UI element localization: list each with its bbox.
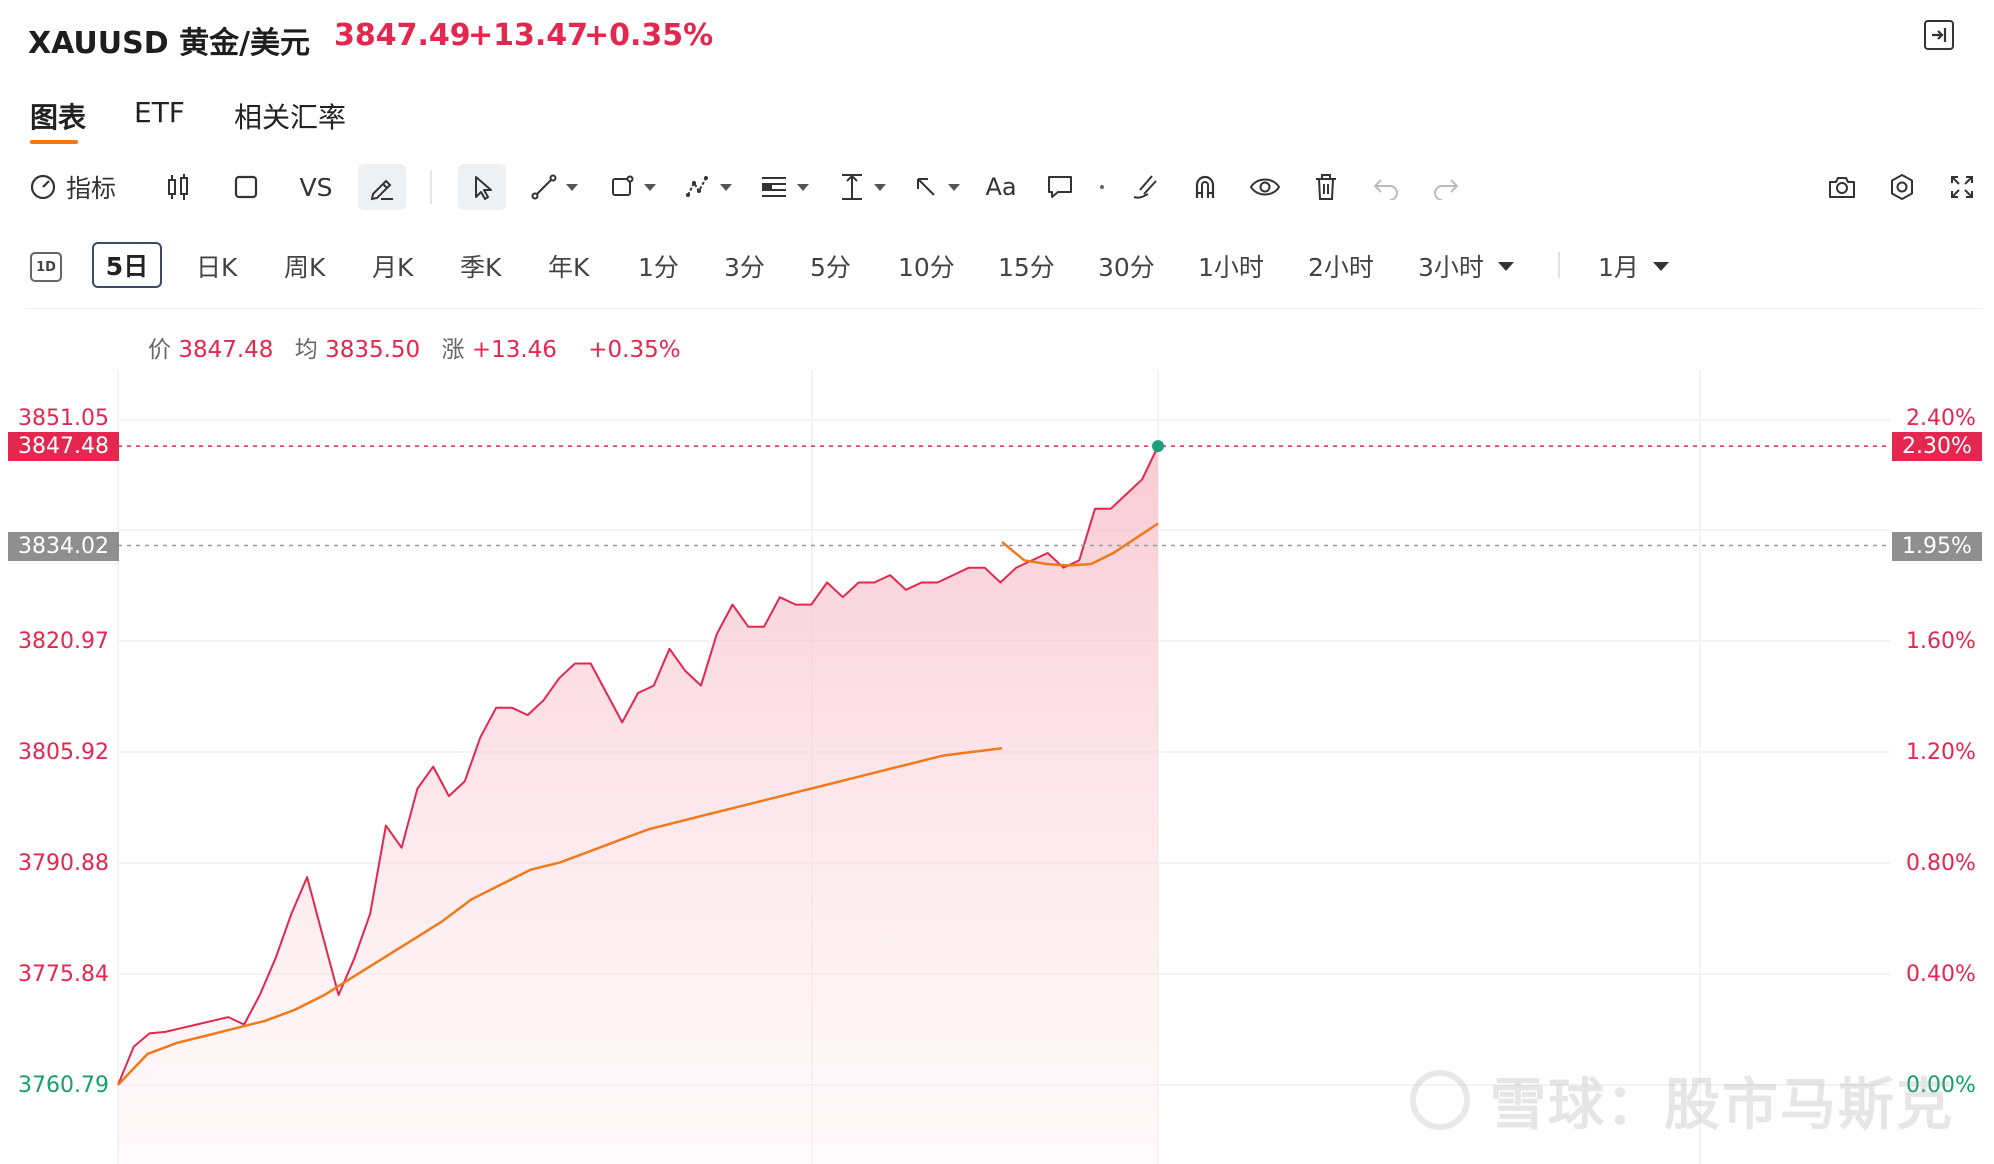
y-tick-right: 1.20% <box>1906 740 1976 765</box>
undo-icon[interactable] <box>1366 164 1406 210</box>
camera-icon[interactable] <box>1822 164 1862 210</box>
current-price-dot <box>1152 440 1164 453</box>
y-tick-left: 3775.84 <box>18 962 109 987</box>
watermark: 雪球：股市马斯克 <box>1490 1073 1954 1138</box>
price-line <box>117 445 1159 1086</box>
xueqiu-logo-icon <box>1410 1070 1470 1130</box>
trash-icon[interactable] <box>1306 164 1346 210</box>
period-2hour[interactable]: 2小时 <box>1308 253 1374 282</box>
period-quarterly[interactable]: 季K <box>460 253 502 282</box>
period-5d[interactable]: 5日 <box>92 242 162 288</box>
tab-etf[interactable]: ETF <box>134 96 185 129</box>
day-period-icon[interactable]: 1D <box>30 252 62 282</box>
price-chart[interactable] <box>0 300 1994 1164</box>
brush-icon[interactable] <box>1124 164 1166 210</box>
period-dropdown-range[interactable]: 1月 <box>1598 248 1669 284</box>
square-icon[interactable] <box>228 164 264 210</box>
trend-line-icon[interactable] <box>526 164 582 210</box>
vs-button[interactable]: VS <box>299 172 333 202</box>
y-tick-left: 3805.92 <box>18 740 109 765</box>
period-monthly[interactable]: 月K <box>372 253 414 282</box>
redo-icon[interactable] <box>1426 164 1466 210</box>
y-tick-right: 0.00% <box>1906 1073 1976 1098</box>
y-tick-left: 3820.97 <box>18 629 109 654</box>
eye-icon[interactable] <box>1244 164 1286 210</box>
indicator-button[interactable]: 指标 <box>28 164 122 210</box>
y-tick-left: 3760.79 <box>18 1073 109 1098</box>
period-weekly[interactable]: 周K <box>284 253 326 282</box>
y-tick-left: 3790.88 <box>18 851 109 876</box>
current-pct-badge: 2.30% <box>1892 432 1982 461</box>
y-tick-right: 1.60% <box>1906 629 1976 654</box>
arrow-icon[interactable] <box>908 164 964 210</box>
chevron-down-icon <box>1652 261 1669 271</box>
period-dropdown-hours-label: 3小时 <box>1418 253 1484 282</box>
pattern-icon[interactable] <box>680 164 736 210</box>
tab-related-rates[interactable]: 相关汇率 <box>234 101 347 134</box>
measure-icon[interactable] <box>834 164 890 210</box>
period-divider <box>1558 252 1560 278</box>
exit-icon[interactable] <box>1924 20 1954 50</box>
y-tick-right: 0.40% <box>1906 962 1976 987</box>
period-dropdown-range-label: 1月 <box>1598 253 1639 282</box>
cursor-icon[interactable] <box>458 164 506 210</box>
period-10min[interactable]: 10分 <box>898 253 955 282</box>
period-15min[interactable]: 15分 <box>998 253 1055 282</box>
prev-close-badge: 3834.02 <box>8 532 119 561</box>
magnet-icon[interactable] <box>1184 164 1226 210</box>
info-avg-label: 均 <box>294 337 318 363</box>
comment-icon[interactable] <box>1040 164 1080 210</box>
period-1min[interactable]: 1分 <box>638 253 679 282</box>
info-avg: 3835.50 <box>325 337 421 363</box>
tab-chart[interactable]: 图表 <box>30 101 87 134</box>
price-change: +13.47 <box>468 18 589 53</box>
candlestick-icon[interactable] <box>160 164 196 210</box>
gauge-icon <box>28 172 58 202</box>
settings-icon[interactable] <box>1882 164 1922 210</box>
period-daily[interactable]: 日K <box>196 253 238 282</box>
info-line: 价 3847.48 均 3835.50 涨 +13.46 +0.35% <box>148 330 681 364</box>
info-pct: +0.35% <box>588 337 681 363</box>
fib-icon[interactable] <box>756 164 812 210</box>
last-price: 3847.49 <box>334 18 471 53</box>
period-dropdown-hours[interactable]: 3小时 <box>1418 248 1514 284</box>
current-price-badge: 3847.48 <box>8 432 119 461</box>
y-tick-right: 2.40% <box>1906 406 1976 431</box>
info-price: 3847.48 <box>178 337 274 363</box>
price-area-fill <box>118 446 1158 1164</box>
info-price-label: 价 <box>148 337 171 363</box>
fullscreen-icon[interactable] <box>1942 164 1982 210</box>
price-change-pct: +0.35% <box>584 18 714 53</box>
page-title: XAUUSD 黄金/美元 <box>28 26 311 61</box>
text-icon[interactable]: Aa <box>985 173 1017 201</box>
indicator-label: 指标 <box>66 174 117 203</box>
prev-close-pct-badge: 1.95% <box>1892 532 1982 561</box>
average-line <box>117 746 1003 1086</box>
info-chg-label: 涨 <box>441 337 465 363</box>
average-line-recent <box>1001 522 1159 567</box>
toolbar-divider <box>430 170 432 204</box>
period-30min[interactable]: 30分 <box>1098 253 1155 282</box>
tab-active-indicator <box>30 140 78 144</box>
y-tick-left: 3851.05 <box>18 406 109 431</box>
y-tick-right: 0.80% <box>1906 851 1976 876</box>
shape-icon[interactable] <box>604 164 660 210</box>
info-chg: +13.46 <box>471 337 557 363</box>
toolbar-bottom-divider <box>26 308 1982 309</box>
dot-icon[interactable] <box>1092 164 1112 210</box>
period-1hour[interactable]: 1小时 <box>1198 253 1264 282</box>
period-5min[interactable]: 5分 <box>810 253 851 282</box>
chevron-down-icon <box>1497 261 1514 271</box>
pencil-icon[interactable] <box>358 164 406 210</box>
period-3min[interactable]: 3分 <box>724 253 765 282</box>
period-yearly[interactable]: 年K <box>548 253 590 282</box>
